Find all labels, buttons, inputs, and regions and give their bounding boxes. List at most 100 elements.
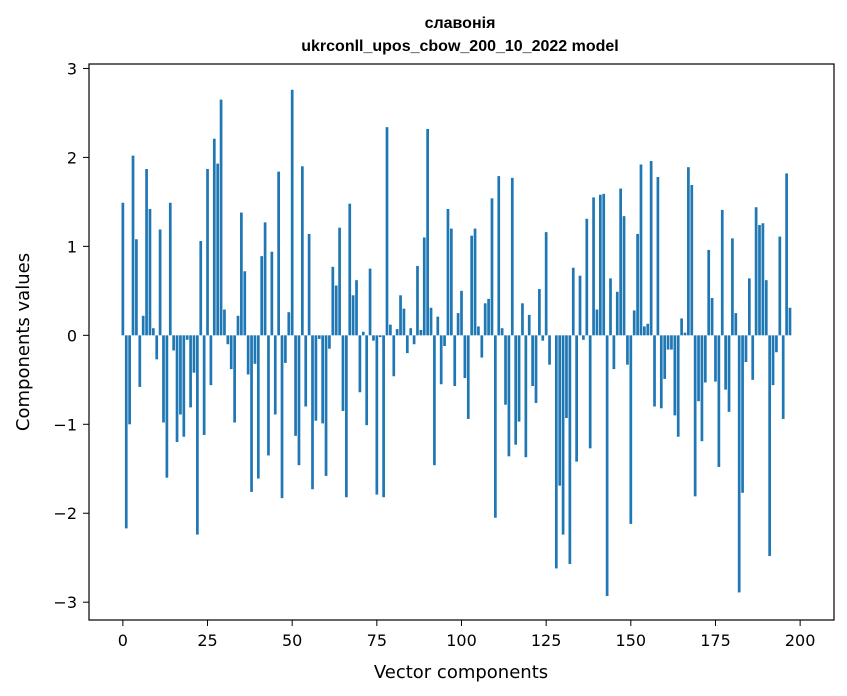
- bar-171: [700, 335, 704, 442]
- bar-24: [202, 335, 206, 435]
- bar-70: [358, 335, 362, 393]
- bar-169: [693, 335, 697, 497]
- bar-31: [226, 335, 230, 345]
- bar-50: [290, 89, 294, 336]
- bar-36: [243, 271, 247, 336]
- bar-122: [534, 335, 538, 403]
- bar-39: [253, 335, 257, 364]
- bar-13: [165, 335, 169, 478]
- bar-180: [731, 238, 734, 336]
- bar-190: [764, 280, 768, 336]
- bar-159: [659, 335, 663, 409]
- bar-116: [514, 335, 518, 445]
- bar-105: [477, 326, 480, 336]
- bar-6: [141, 315, 145, 336]
- bar-23: [199, 241, 203, 336]
- bar-5: [138, 335, 142, 387]
- bar-145: [612, 335, 616, 370]
- bar-30: [223, 309, 226, 336]
- bar-193: [775, 335, 778, 353]
- bar-138: [588, 335, 592, 449]
- bar-12: [162, 335, 165, 423]
- bar-154: [643, 326, 646, 336]
- bar-167: [687, 167, 690, 336]
- bar-16: [175, 335, 179, 443]
- bar-54: [304, 335, 308, 407]
- bar-67: [348, 203, 352, 336]
- bar-186: [751, 335, 755, 380]
- bar-90: [426, 128, 429, 336]
- bar-142: [602, 193, 606, 336]
- bar-109: [490, 198, 494, 336]
- bar-92: [433, 335, 436, 466]
- bar-44: [270, 251, 274, 336]
- bar-40: [256, 335, 260, 479]
- bar-179: [727, 335, 731, 412]
- bar-53: [300, 166, 304, 336]
- bar-189: [761, 223, 765, 336]
- bar-134: [575, 335, 578, 462]
- bar-88: [419, 329, 423, 336]
- y-axis-ticks: −3 −2 −1 0 1 2 3: [53, 59, 89, 612]
- bar-14: [168, 202, 172, 336]
- bar-121: [531, 335, 534, 387]
- bar-149: [626, 335, 629, 365]
- bar-147: [619, 188, 623, 336]
- bar-188: [758, 225, 761, 336]
- bar-157: [653, 335, 656, 407]
- bar-72: [365, 335, 369, 426]
- x-tick-label: 25: [197, 631, 217, 650]
- bar-81: [395, 329, 399, 336]
- bar-143: [605, 335, 609, 596]
- bar-137: [585, 218, 589, 336]
- bar-117: [517, 335, 521, 422]
- bar-107: [483, 303, 487, 336]
- bar-164: [676, 335, 680, 437]
- bar-93: [436, 316, 440, 336]
- bar-176: [717, 335, 721, 467]
- bars: [121, 89, 792, 596]
- bar-102: [466, 335, 470, 419]
- x-tick-label: 175: [700, 631, 731, 650]
- bar-108: [487, 298, 490, 336]
- bar-96: [446, 209, 450, 336]
- bar-139: [592, 197, 595, 336]
- bar-120: [527, 314, 531, 336]
- x-tick-label: 50: [282, 631, 302, 650]
- bar-104: [473, 228, 477, 336]
- bar-162: [670, 335, 673, 350]
- bar-197: [788, 307, 792, 336]
- bar-98: [453, 335, 457, 387]
- x-axis-ticks: 0 25 50 75 100 125 150 175 200: [118, 620, 815, 650]
- bar-100: [460, 290, 463, 336]
- y-tick-label: −1: [53, 415, 77, 434]
- bar-130: [561, 335, 565, 535]
- bar-148: [622, 216, 626, 336]
- bar-155: [646, 323, 650, 336]
- bar-196: [785, 173, 788, 336]
- x-tick-label: 125: [531, 631, 562, 650]
- bar-37: [246, 335, 250, 375]
- bar-133: [571, 267, 575, 336]
- bar-22: [196, 335, 199, 535]
- bar-35: [240, 212, 243, 336]
- bar-158: [656, 176, 660, 336]
- bar-49: [287, 312, 291, 336]
- bar-48: [284, 335, 287, 363]
- x-axis-label: Vector components: [374, 662, 548, 683]
- bar-140: [595, 309, 599, 336]
- bar-128: [554, 335, 558, 569]
- bar-168: [690, 184, 694, 336]
- bar-71: [361, 331, 365, 336]
- bar-83: [402, 308, 406, 336]
- bar-43: [267, 335, 270, 456]
- x-tick-label: 0: [118, 631, 128, 650]
- bar-95: [443, 335, 446, 347]
- bar-103: [470, 235, 474, 336]
- bar-76: [378, 335, 382, 338]
- bar-175: [714, 335, 717, 382]
- bar-170: [697, 335, 700, 402]
- bar-135: [578, 275, 582, 336]
